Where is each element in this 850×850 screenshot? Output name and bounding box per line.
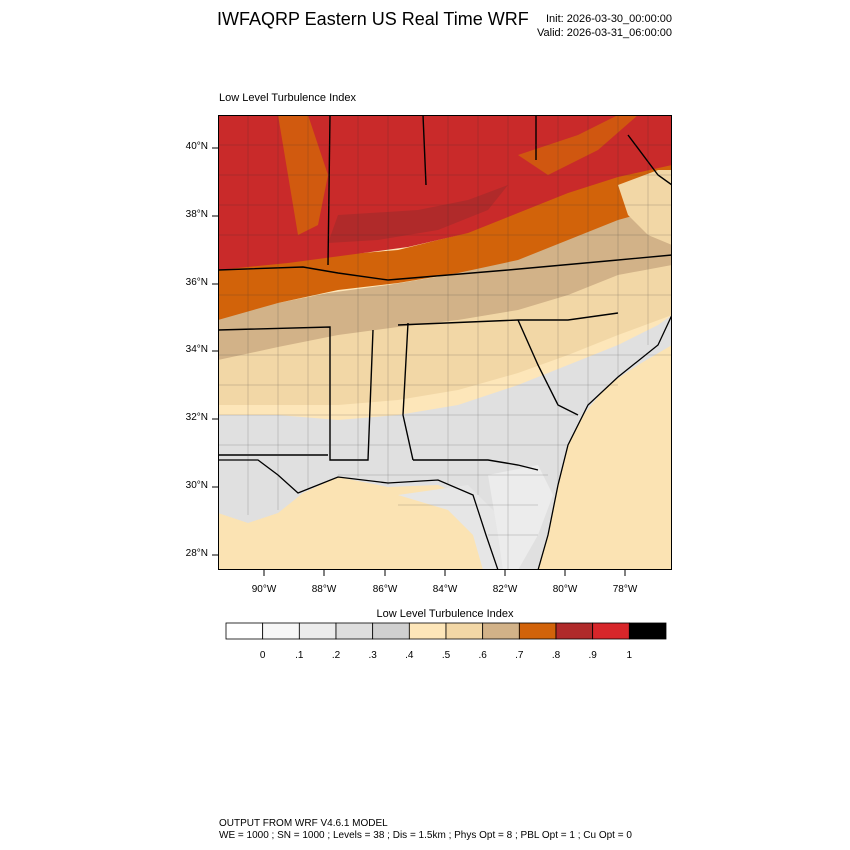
orange-band xyxy=(218,163,672,320)
lon-label-90w: 90°W xyxy=(251,584,277,595)
lat-label-40n: 40°N xyxy=(185,141,208,152)
model-info-line2: WE = 1000 ; SN = 1000 ; Levels = 38 ; Di… xyxy=(219,830,632,841)
colorbar-swatch xyxy=(628,622,667,640)
colorbar-label: .4 xyxy=(405,650,414,661)
valid-time: Valid: 2026-03-31_06:00:00 xyxy=(537,27,672,39)
colorbar-label: .6 xyxy=(478,650,487,661)
colorbar-label: .5 xyxy=(441,650,451,661)
lon-label-80w: 80°W xyxy=(552,584,578,595)
map-frame xyxy=(218,115,672,570)
lon-label-84w: 84°W xyxy=(432,584,458,595)
plot-title: Low Level Turbulence Index xyxy=(219,92,356,104)
colorbar-label: 1 xyxy=(626,650,633,661)
colorbar-swatch xyxy=(482,622,520,640)
colorbar-swatch xyxy=(445,622,484,640)
colorbar-swatch xyxy=(372,622,410,640)
colorbar-swatch xyxy=(335,622,374,640)
lon-ticks xyxy=(263,570,626,576)
lon-label-78w: 78°W xyxy=(612,584,638,595)
gray-zone-florida xyxy=(488,465,553,570)
colorbar-label: .8 xyxy=(551,650,561,661)
colorbar-label: .2 xyxy=(331,650,341,661)
lat-label-30n: 30°N xyxy=(185,480,208,491)
colorbar-swatch xyxy=(518,622,557,640)
colorbar-title: Low Level Turbulence Index xyxy=(376,608,514,620)
colorbar-swatch xyxy=(592,622,630,640)
colorbar-label: .9 xyxy=(588,650,597,661)
red-dark-patch xyxy=(328,185,508,243)
colorbar-swatch xyxy=(262,622,300,640)
tan-light-band xyxy=(218,265,672,405)
colorbar-swatch xyxy=(408,622,447,640)
colorbar-swatch xyxy=(555,622,594,640)
lat-label-38n: 38°N xyxy=(185,209,208,220)
colorbar-swatch xyxy=(225,622,264,640)
lon-label-82w: 82°W xyxy=(492,584,518,595)
init-time: Init: 2026-03-30_00:00:00 xyxy=(546,13,672,25)
tan-northeast xyxy=(618,170,672,245)
colorbar-label: 0 xyxy=(259,650,266,661)
gray-zone-south xyxy=(218,315,672,570)
lat-label-36n: 36°N xyxy=(185,277,208,288)
model-info-line1: OUTPUT FROM WRF V4.6.1 MODEL xyxy=(219,818,388,829)
colorbar-label: .7 xyxy=(515,650,524,661)
lon-label-86w: 86°W xyxy=(372,584,398,595)
lon-label-88w: 88°W xyxy=(311,584,337,595)
lat-label-34n: 34°N xyxy=(185,344,208,355)
main-title: IWFAQRP Eastern US Real Time WRF xyxy=(217,9,529,29)
colorbar xyxy=(225,622,667,640)
turbulence-map xyxy=(218,115,672,570)
colorbar-swatch xyxy=(298,622,337,640)
lat-ticks xyxy=(212,147,218,556)
county-lines xyxy=(218,115,672,570)
coastline xyxy=(218,314,672,570)
colorbar-label: .1 xyxy=(295,650,304,661)
lat-label-32n: 32°N xyxy=(185,412,208,423)
lat-label-28n: 28°N xyxy=(185,548,208,559)
gray-zone-coast xyxy=(398,485,518,570)
colorbar-label: .3 xyxy=(368,650,377,661)
